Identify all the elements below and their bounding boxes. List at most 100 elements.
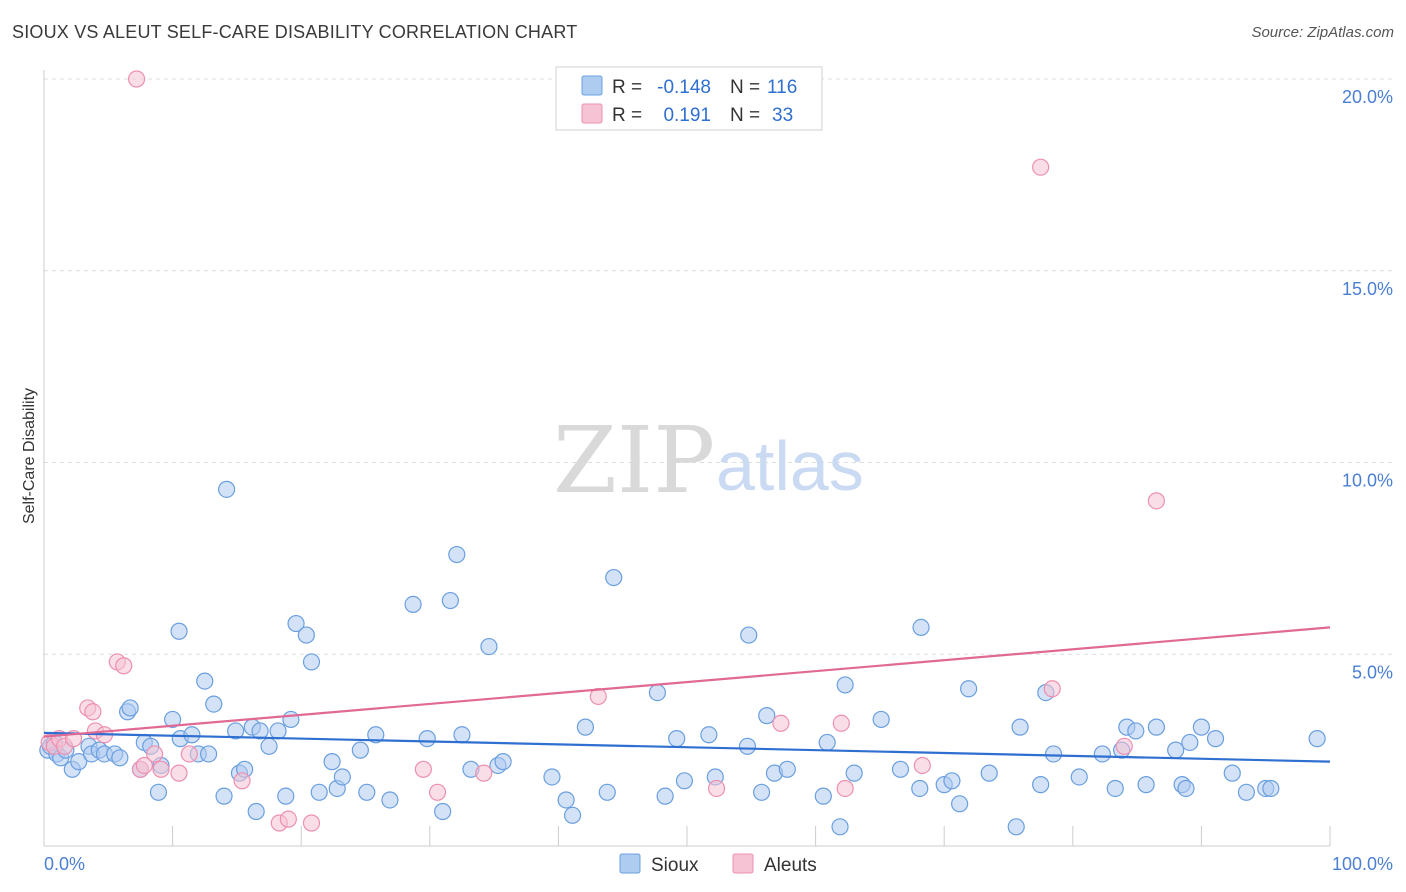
aleut-point — [1147, 492, 1165, 510]
sioux-point — [557, 791, 575, 809]
sioux-point — [1308, 730, 1326, 748]
aleut-trend-line — [43, 626, 1331, 738]
aleut-point — [772, 714, 790, 732]
sioux-point — [333, 768, 351, 786]
sioux-point — [1044, 745, 1063, 763]
watermark-atlas: atlas — [716, 427, 864, 505]
aleut-point — [1115, 737, 1133, 755]
aleut-point — [279, 810, 297, 828]
aleut-point — [1043, 680, 1061, 698]
sioux-point — [1223, 764, 1241, 782]
aleut-point — [180, 745, 198, 763]
sioux-point — [960, 680, 978, 698]
sioux-point — [310, 783, 328, 801]
stats-legend: R = -0.148 N = 116 R = 0.191 N = 33 — [555, 66, 823, 131]
legend-aleut-label: Aleuts — [764, 855, 817, 876]
sioux-point — [752, 783, 771, 801]
sioux-point — [1167, 741, 1185, 759]
sioux-point — [1262, 779, 1280, 798]
sioux-point — [1007, 818, 1025, 836]
aleut-point — [1032, 158, 1050, 176]
sioux-point — [1206, 730, 1225, 748]
sioux-point — [605, 568, 623, 587]
aleut-point — [913, 756, 931, 775]
sioux-point — [441, 591, 459, 610]
aleut-point — [135, 756, 153, 775]
y-tick-label: 20.0% — [1342, 87, 1393, 107]
sioux-point — [111, 749, 129, 767]
sioux-point — [121, 699, 139, 717]
sioux-point — [260, 737, 278, 755]
sioux-point — [453, 726, 471, 744]
aleut-point — [127, 70, 146, 88]
sioux-point — [675, 772, 694, 790]
sioux-point — [1137, 776, 1155, 794]
sioux-point — [196, 672, 214, 690]
legend-sioux-swatch — [619, 853, 641, 874]
sioux-point — [1070, 768, 1088, 786]
sioux-point — [480, 637, 498, 656]
legend-aleut-swatch — [732, 853, 754, 874]
aleut-point — [115, 657, 133, 675]
sioux-point — [434, 802, 452, 821]
sioux-point — [700, 726, 718, 744]
sioux-point — [149, 783, 168, 801]
sioux-point — [164, 710, 182, 729]
sioux-point — [269, 722, 287, 740]
trend-lines — [43, 626, 1331, 763]
sioux-point — [891, 760, 910, 778]
x-tick-labels: 0.0% 100.0% — [44, 854, 1393, 874]
aleut-r-value: 0.191 — [663, 105, 711, 126]
sioux-point — [818, 733, 836, 752]
y-tick-label: 15.0% — [1342, 279, 1393, 299]
gridlines — [44, 78, 1394, 655]
aleut-point — [302, 814, 321, 832]
watermark-zip: ZIP — [553, 407, 715, 514]
aleut-point — [836, 779, 854, 798]
sioux-point — [668, 730, 686, 748]
sioux-point — [323, 753, 341, 771]
sioux-point — [980, 764, 998, 782]
sioux-point — [1093, 745, 1111, 763]
x-tick-label-min: 0.0% — [44, 854, 85, 874]
sioux-point — [598, 783, 616, 801]
sioux-point — [778, 760, 796, 778]
sioux-n-label: N = — [730, 77, 760, 98]
aleut-point — [832, 714, 850, 732]
sioux-point — [404, 595, 422, 613]
sioux-point — [656, 787, 674, 805]
sioux-point — [1127, 722, 1145, 740]
aleut-r-label: R = — [612, 105, 642, 126]
aleut-n-value: 33 — [772, 105, 793, 126]
legend-sioux-label: Sioux — [651, 855, 699, 876]
sioux-point — [1237, 783, 1256, 801]
sioux-points — [39, 480, 1326, 836]
axes — [43, 70, 1331, 847]
sioux-point — [418, 730, 436, 748]
sioux-point — [758, 707, 776, 725]
sioux-point — [218, 480, 236, 498]
sioux-point — [1147, 718, 1165, 736]
aleut-point — [152, 760, 170, 778]
sioux-point — [200, 745, 218, 763]
sioux-point — [215, 787, 233, 805]
aleut-point — [707, 779, 726, 798]
sioux-n-value: 116 — [767, 77, 797, 98]
sioux-point — [1011, 718, 1029, 736]
chart-title: SIOUX VS ALEUT SELF-CARE DISABILITY CORR… — [12, 22, 578, 42]
sioux-point — [738, 737, 757, 755]
aleut-point — [428, 783, 447, 801]
sioux-point — [951, 795, 969, 813]
sioux-r-label: R = — [612, 77, 642, 98]
sioux-point — [297, 626, 315, 644]
sioux-point — [836, 676, 854, 694]
y-tick-labels: 5.0% 10.0% 15.0% 20.0% — [1342, 87, 1393, 682]
sioux-point — [494, 753, 512, 771]
sioux-point — [740, 626, 758, 644]
aleut-point — [233, 772, 251, 790]
sioux-point — [277, 787, 295, 805]
sioux-point — [367, 726, 385, 744]
aleut-n-label: N = — [730, 105, 760, 126]
sioux-point — [543, 768, 561, 786]
sioux-point — [251, 722, 269, 740]
